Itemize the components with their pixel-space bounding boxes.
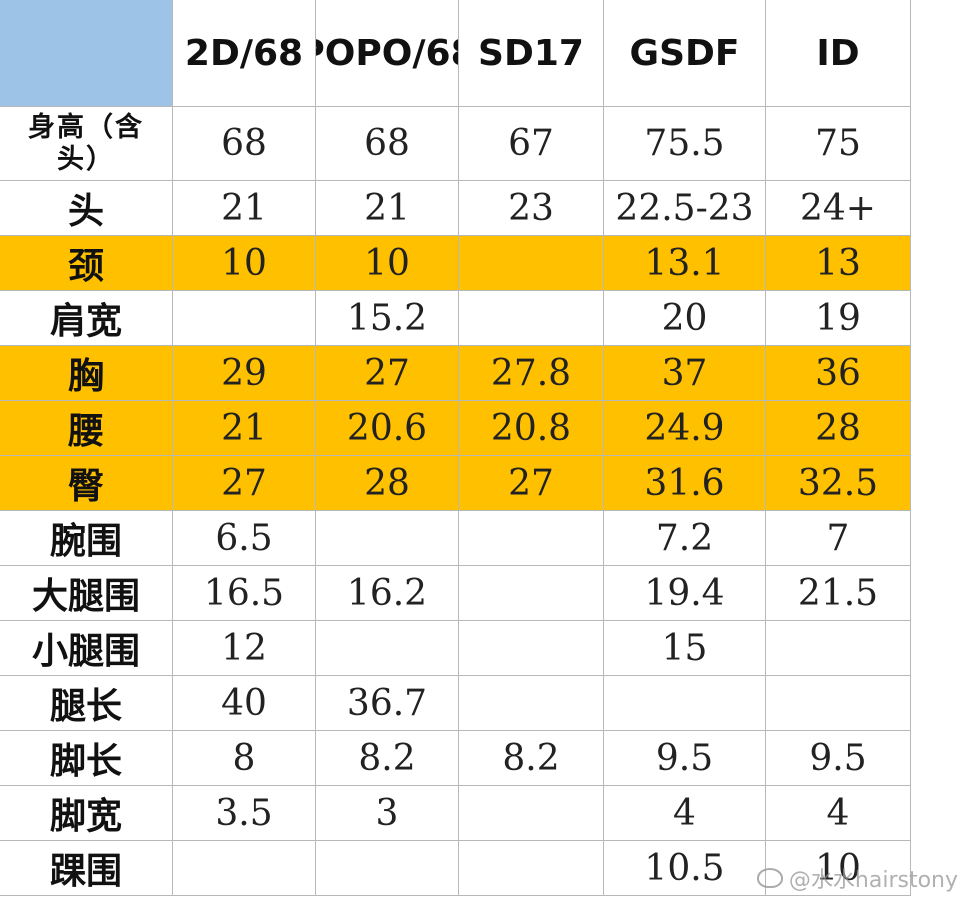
value-cell[interactable]: 68 bbox=[173, 107, 316, 181]
value-cell[interactable]: 7 bbox=[766, 511, 911, 566]
row-label: 腕围 bbox=[0, 511, 173, 566]
value-cell[interactable]: 40 bbox=[173, 676, 316, 731]
row-label: 身高（含头） bbox=[0, 107, 173, 181]
value-cell[interactable]: 4 bbox=[766, 786, 911, 841]
value-cell[interactable]: 15.2 bbox=[316, 291, 459, 346]
value-cell[interactable]: 13.1 bbox=[604, 236, 766, 291]
weibo-icon bbox=[756, 868, 783, 888]
value-cell[interactable]: 8 bbox=[173, 731, 316, 786]
row-label: 胸 bbox=[0, 346, 173, 401]
row-label: 头 bbox=[0, 181, 173, 236]
value-cell[interactable]: 12 bbox=[173, 621, 316, 676]
value-cell[interactable]: 7.2 bbox=[604, 511, 766, 566]
value-cell[interactable] bbox=[459, 621, 604, 676]
value-cell[interactable] bbox=[459, 291, 604, 346]
value-cell[interactable]: 22.5-23 bbox=[604, 181, 766, 236]
value-cell[interactable]: 28 bbox=[766, 401, 911, 456]
watermark-text: @水水hairstony bbox=[788, 868, 958, 893]
value-cell[interactable]: 27.8 bbox=[459, 346, 604, 401]
value-cell[interactable]: 67 bbox=[459, 107, 604, 181]
value-cell[interactable]: 28 bbox=[316, 456, 459, 511]
value-cell[interactable]: 27 bbox=[173, 456, 316, 511]
row-label: 脚宽 bbox=[0, 786, 173, 841]
value-cell[interactable] bbox=[459, 786, 604, 841]
column-header: 2D/68 bbox=[173, 0, 316, 107]
column-header: POPO/68 bbox=[316, 0, 459, 107]
value-cell[interactable]: 3.5 bbox=[173, 786, 316, 841]
value-cell[interactable]: 16.5 bbox=[173, 566, 316, 621]
value-cell[interactable]: 36.7 bbox=[316, 676, 459, 731]
row-label: 踝围 bbox=[0, 841, 173, 896]
value-cell[interactable]: 10.5 bbox=[604, 841, 766, 896]
value-cell[interactable]: 9.5 bbox=[766, 731, 911, 786]
row-label: 小腿围 bbox=[0, 621, 173, 676]
value-cell[interactable]: 20.6 bbox=[316, 401, 459, 456]
value-cell[interactable]: 19 bbox=[766, 291, 911, 346]
value-cell[interactable]: 36 bbox=[766, 346, 911, 401]
value-cell[interactable]: 10 bbox=[316, 236, 459, 291]
value-cell[interactable] bbox=[459, 841, 604, 896]
value-cell[interactable]: 4 bbox=[604, 786, 766, 841]
value-cell[interactable]: 8.2 bbox=[459, 731, 604, 786]
value-cell[interactable] bbox=[459, 236, 604, 291]
value-cell[interactable]: 24+ bbox=[766, 181, 911, 236]
row-label: 腰 bbox=[0, 401, 173, 456]
value-cell[interactable]: 21 bbox=[316, 181, 459, 236]
value-cell[interactable]: 15 bbox=[604, 621, 766, 676]
corner-cell bbox=[0, 0, 173, 107]
value-cell[interactable]: 16.2 bbox=[316, 566, 459, 621]
value-cell[interactable]: 21 bbox=[173, 181, 316, 236]
value-cell[interactable]: 23 bbox=[459, 181, 604, 236]
row-label: 臀 bbox=[0, 456, 173, 511]
value-cell[interactable]: 10 bbox=[173, 236, 316, 291]
column-header: ID bbox=[766, 0, 911, 107]
column-header: SD17 bbox=[459, 0, 604, 107]
value-cell[interactable]: 37 bbox=[604, 346, 766, 401]
value-cell[interactable]: 31.6 bbox=[604, 456, 766, 511]
value-cell[interactable]: 32.5 bbox=[766, 456, 911, 511]
size-table: 2D/68 POPO/68 SD17 GSDF ID 身高（含头）6868677… bbox=[0, 0, 911, 896]
value-cell[interactable]: 27 bbox=[316, 346, 459, 401]
value-cell[interactable] bbox=[459, 511, 604, 566]
value-cell[interactable]: 13 bbox=[766, 236, 911, 291]
value-cell[interactable]: 27 bbox=[459, 456, 604, 511]
row-label: 脚长 bbox=[0, 731, 173, 786]
value-cell[interactable] bbox=[173, 841, 316, 896]
value-cell[interactable]: 3 bbox=[316, 786, 459, 841]
value-cell[interactable] bbox=[766, 676, 911, 731]
value-cell[interactable]: 8.2 bbox=[316, 731, 459, 786]
value-cell[interactable]: 20.8 bbox=[459, 401, 604, 456]
value-cell[interactable] bbox=[316, 841, 459, 896]
value-cell[interactable]: 68 bbox=[316, 107, 459, 181]
value-cell[interactable]: 10 bbox=[766, 841, 911, 896]
row-label: 颈 bbox=[0, 236, 173, 291]
value-cell[interactable]: 21 bbox=[173, 401, 316, 456]
value-cell[interactable] bbox=[766, 621, 911, 676]
value-cell[interactable] bbox=[604, 676, 766, 731]
value-cell[interactable]: 75 bbox=[766, 107, 911, 181]
value-cell[interactable] bbox=[316, 621, 459, 676]
value-cell[interactable] bbox=[173, 291, 316, 346]
value-cell[interactable]: 20 bbox=[604, 291, 766, 346]
value-cell[interactable]: 19.4 bbox=[604, 566, 766, 621]
value-cell[interactable] bbox=[316, 511, 459, 566]
value-cell[interactable]: 6.5 bbox=[173, 511, 316, 566]
value-cell[interactable]: 21.5 bbox=[766, 566, 911, 621]
value-cell[interactable]: 29 bbox=[173, 346, 316, 401]
value-cell[interactable]: 9.5 bbox=[604, 731, 766, 786]
value-cell[interactable] bbox=[459, 676, 604, 731]
value-cell[interactable]: 24.9 bbox=[604, 401, 766, 456]
value-cell[interactable]: 75.5 bbox=[604, 107, 766, 181]
watermark: @水水hairstony bbox=[756, 862, 958, 894]
row-label: 大腿围 bbox=[0, 566, 173, 621]
row-label: 腿长 bbox=[0, 676, 173, 731]
row-label: 肩宽 bbox=[0, 291, 173, 346]
column-header: GSDF bbox=[604, 0, 766, 107]
value-cell[interactable] bbox=[459, 566, 604, 621]
